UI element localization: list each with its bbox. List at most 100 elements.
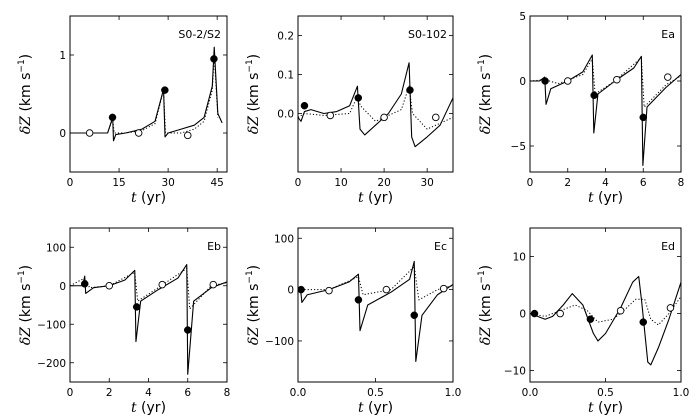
x-tick-label: 30 <box>420 177 433 189</box>
x-tick-label: 0.5 <box>597 387 614 399</box>
y-axis-label: δZ (km s−1) <box>17 54 34 134</box>
open-marker <box>209 280 218 289</box>
y-tick-label: 0.0 <box>277 109 294 121</box>
x-axis-label: t (yr) <box>588 400 623 416</box>
open-marker <box>85 129 94 137</box>
x-axis-var: t <box>358 190 364 206</box>
filled-marker <box>184 326 192 334</box>
filled-marker <box>406 86 414 94</box>
panel-5: 0.0 0.5 1.0 −100 0 100 Ec t (yr) δZ (km s−1) <box>245 227 461 416</box>
filled-marker <box>354 296 363 304</box>
open-marker <box>134 129 143 137</box>
x-tick-label: 8 <box>678 177 685 189</box>
x-axis-var: t <box>358 400 364 416</box>
axes-frame <box>529 227 682 383</box>
x-axis-unit: (yr) <box>364 400 393 416</box>
y-tick-label: 100 <box>46 242 66 254</box>
y-axis-close: ) <box>246 54 262 59</box>
y-axis-unit: (km s <box>18 284 34 327</box>
x-tick-label: 2 <box>564 177 571 189</box>
y-tick-label: 0 <box>59 281 66 293</box>
y-tick-label: −100 <box>37 319 66 331</box>
x-axis-unit: (yr) <box>594 190 623 206</box>
open-marker <box>439 284 448 293</box>
y-axis-unit: (km s <box>18 73 34 116</box>
x-tick-label: 1.0 <box>673 387 690 399</box>
panel-6: 0.0 0.5 1.0 −10 0 10 Ed t (yr) δZ (km s−1) <box>477 227 690 416</box>
open-marker <box>432 113 440 122</box>
y-axis-close: ) <box>478 54 494 59</box>
panel-title: S0-2/S2 <box>178 28 221 41</box>
x-tick-label: 30 <box>161 177 174 189</box>
series-solid <box>530 275 681 366</box>
y-axis-var: δZ <box>478 327 494 345</box>
filled-marker <box>410 311 418 320</box>
axes-frame <box>69 15 228 173</box>
open-marker <box>664 73 672 81</box>
open-marker <box>105 282 113 290</box>
x-tick-label: 6 <box>640 177 647 189</box>
x-axis-label: t (yr) <box>131 190 166 206</box>
y-tick-label: 0.1 <box>277 70 294 82</box>
y-axis-var: δZ <box>246 327 262 345</box>
x-axis-unit: (yr) <box>364 190 393 206</box>
filled-marker <box>639 318 647 326</box>
panel-3: 0 2 4 6 8 −5 0 5 Ea t (yr) δZ (km s−1) <box>477 11 684 206</box>
y-axis-var: δZ <box>18 327 34 345</box>
axes-frame <box>297 15 454 173</box>
y-axis-unit: (km s <box>246 284 262 327</box>
x-tick-label: 10 <box>334 177 347 189</box>
x-tick-label: 20 <box>377 177 390 189</box>
x-tick-label: 4 <box>145 387 152 399</box>
x-axis-unit: (yr) <box>137 190 166 206</box>
y-tick-label: −10 <box>504 366 526 378</box>
y-axis-label: δZ (km s−1) <box>477 265 494 345</box>
y-axis-label: δZ (km s−1) <box>477 54 494 134</box>
y-tick-label: 0 <box>519 309 526 321</box>
plot-area <box>70 264 227 375</box>
plot-area <box>70 46 223 142</box>
series-dotted <box>70 267 227 310</box>
open-marker <box>158 280 166 289</box>
y-tick-label: −5 <box>511 141 526 153</box>
series-solid <box>70 264 227 375</box>
x-axis-label: t (yr) <box>358 190 393 206</box>
panel-title: Ec <box>434 240 447 253</box>
series-solid <box>298 62 453 148</box>
y-axis-close: ) <box>246 265 262 270</box>
x-tick-label: 4 <box>602 177 609 189</box>
y-axis-unit: (km s <box>246 73 262 116</box>
open-marker <box>613 75 621 84</box>
panel-title: Ed <box>661 240 675 253</box>
panel-1: 0 15 30 45 0 1 S0-2/S2 t (yr) δZ (km s−1) <box>17 15 228 206</box>
x-tick-label: 2 <box>106 387 113 399</box>
y-axis-label: δZ (km s−1) <box>245 54 262 134</box>
x-tick-label: 45 <box>211 177 224 189</box>
panel-title: Ea <box>661 28 675 41</box>
x-tick-label: 0 <box>527 177 534 189</box>
x-axis-unit: (yr) <box>137 400 166 416</box>
y-axis-close: ) <box>478 265 494 270</box>
filled-marker <box>132 303 141 311</box>
y-axis-unit: (km s <box>478 73 494 116</box>
open-marker <box>380 113 388 122</box>
y-axis-sup: −1 <box>17 270 27 283</box>
plot-area <box>530 275 681 366</box>
open-marker <box>326 111 335 120</box>
open-marker <box>616 306 625 315</box>
filled-marker <box>108 113 117 122</box>
open-marker <box>183 131 192 140</box>
filled-marker <box>586 315 595 324</box>
x-tick-label: 15 <box>112 177 125 189</box>
plot-area <box>298 62 453 148</box>
filled-marker <box>161 86 169 94</box>
y-tick-label: −100 <box>265 336 294 348</box>
y-tick-label: 0 <box>287 285 294 297</box>
y-axis-sup: −1 <box>477 59 487 72</box>
x-tick-label: 8 <box>224 387 231 399</box>
y-axis-unit: (km s <box>478 284 494 327</box>
filled-marker <box>354 94 363 102</box>
open-marker <box>325 286 333 295</box>
y-tick-label: 0 <box>59 128 66 140</box>
